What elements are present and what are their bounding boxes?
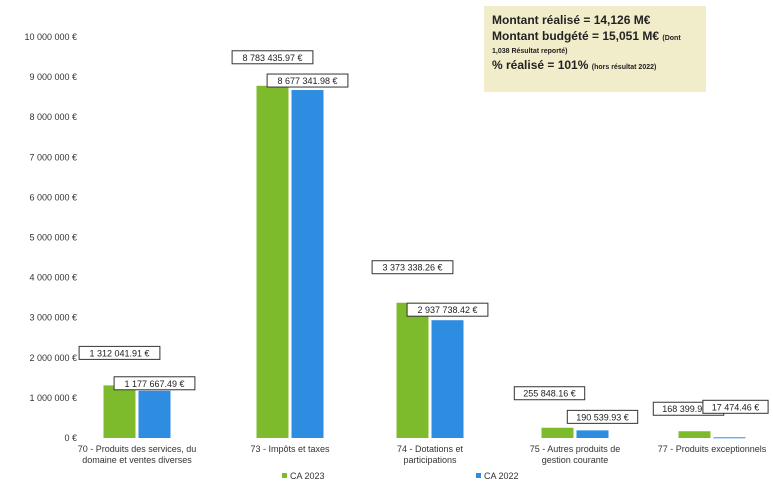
y-tick-label: 5 000 000 € bbox=[29, 233, 77, 243]
bar-ca2022 bbox=[431, 320, 464, 438]
data-label: 255 848.16 € bbox=[523, 389, 576, 399]
data-label: 2 937 738.42 € bbox=[417, 305, 477, 315]
data-label: 3 373 338.26 € bbox=[382, 263, 442, 273]
y-tick-label: 3 000 000 € bbox=[29, 313, 77, 323]
summary-budget: Montant budgété = 15,051 M€ (Dont bbox=[492, 28, 698, 47]
category-label: 77 - Produits exceptionnels bbox=[658, 444, 767, 454]
y-tick-label: 8 000 000 € bbox=[29, 112, 77, 122]
bar-ca2023 bbox=[256, 85, 289, 439]
data-label: 190 539.93 € bbox=[576, 412, 629, 422]
data-label: 1 177 667.49 € bbox=[124, 379, 184, 389]
summary-realise: Montant réalisé = 14,126 M€ bbox=[492, 13, 651, 27]
y-tick-label: 7 000 000 € bbox=[29, 152, 77, 162]
bar-ca2023 bbox=[678, 431, 711, 438]
data-label: 1 312 041.91 € bbox=[89, 348, 149, 358]
bar-ca2023 bbox=[541, 427, 574, 438]
bar-ca2022 bbox=[291, 90, 324, 439]
data-label-box bbox=[406, 302, 489, 317]
data-label-box bbox=[566, 409, 639, 424]
category-label: gestion courante bbox=[542, 455, 609, 465]
category-label: 74 - Dotations et bbox=[397, 444, 464, 454]
bar-ca2023 bbox=[396, 302, 429, 438]
summary-budget-main: Montant budgété = 15,051 M€ bbox=[492, 29, 660, 43]
category-label: 73 - Impôts et taxes bbox=[250, 444, 330, 454]
data-label: 17 474.46 € bbox=[712, 402, 760, 412]
data-label: 8 783 435.97 € bbox=[242, 53, 302, 63]
category-label: participations bbox=[403, 455, 457, 465]
y-tick-label: 4 000 000 € bbox=[29, 273, 77, 283]
y-tick-label: 10 000 000 € bbox=[24, 32, 77, 42]
y-tick-label: 0 € bbox=[64, 433, 77, 443]
legend-swatch bbox=[282, 473, 287, 478]
legend-label: CA 2023 bbox=[290, 471, 325, 481]
y-tick-label: 6 000 000 € bbox=[29, 192, 77, 202]
data-label: 168 399.91 € bbox=[662, 404, 715, 414]
summary-budget-note: (Dont bbox=[662, 35, 681, 42]
y-tick-label: 9 000 000 € bbox=[29, 72, 77, 82]
data-label-box bbox=[113, 376, 196, 391]
y-tick-label: 2 000 000 € bbox=[29, 353, 77, 363]
category-label: domaine et ventes diverses bbox=[82, 455, 192, 465]
data-label-box bbox=[78, 345, 161, 360]
legend-swatch bbox=[476, 473, 481, 478]
summary-percent: % réalisé = 101% (hors résultat 2022) bbox=[492, 57, 698, 76]
summary-percent-note: (hors résultat 2022) bbox=[591, 64, 657, 71]
legend-label: CA 2022 bbox=[484, 471, 519, 481]
y-tick-label: 1 000 000 € bbox=[29, 393, 77, 403]
bar-ca2022 bbox=[713, 437, 746, 439]
data-label-box bbox=[371, 260, 454, 275]
data-label-box bbox=[231, 50, 314, 65]
summary-result-reporte: 1,038 Résultat reporté) bbox=[492, 48, 568, 55]
summary-percent-main: % réalisé = 101% bbox=[492, 58, 589, 72]
data-label-box bbox=[266, 73, 349, 88]
bar-ca2023 bbox=[103, 385, 136, 438]
summary-box: Montant réalisé = 14,126 M€ Montant budg… bbox=[484, 6, 706, 92]
category-label: 75 - Autres produits de bbox=[530, 444, 621, 454]
data-label-box bbox=[702, 399, 769, 414]
bar-ca2022 bbox=[138, 390, 171, 438]
bar-ca2022 bbox=[576, 430, 609, 438]
data-label-box bbox=[513, 386, 586, 401]
data-label: 8 677 341.98 € bbox=[277, 76, 337, 86]
category-label: 70 - Produits des services, du bbox=[78, 444, 197, 454]
